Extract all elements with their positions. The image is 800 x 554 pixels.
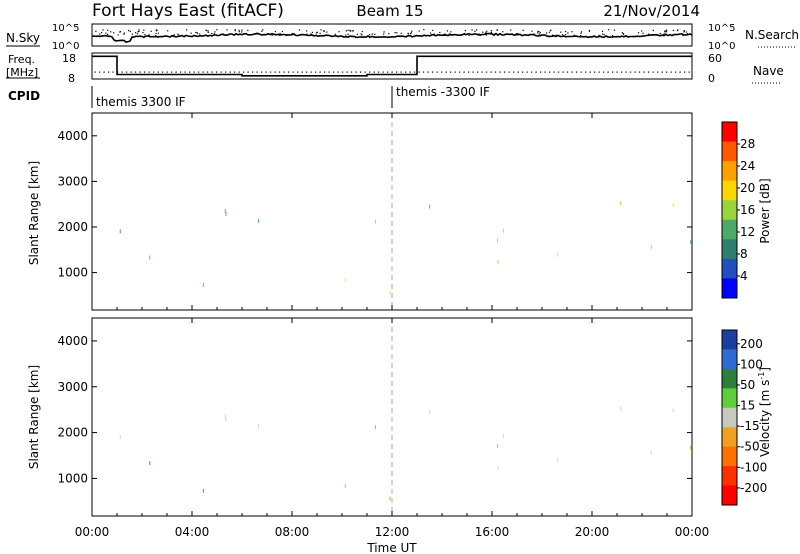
colorbar-swatch xyxy=(722,141,737,162)
colorbar-swatch xyxy=(722,239,737,260)
colorbar-swatch xyxy=(722,161,737,182)
colorbar-swatch xyxy=(722,180,737,201)
nsky-tick-top: 10^5 xyxy=(52,23,79,34)
nave-tick-top: 60 xyxy=(708,52,722,65)
freq-tick-top: 18 xyxy=(62,52,76,65)
nsky-tick-bottom: 10^0 xyxy=(52,41,79,52)
station-title: Fort Hays East (fitACF) xyxy=(92,1,284,21)
velocity-yaxis: 4000 3000 2000 1000 xyxy=(57,334,692,485)
velocity-cbar-label: Velocity [m s-1] xyxy=(757,367,772,457)
colorbar-tick: 24 xyxy=(740,159,755,173)
freq-label: Freq. xyxy=(8,53,35,66)
velocity-colorbar: 200 100 50 15 -15 -50 -100 -200 xyxy=(721,329,767,506)
colorbar-tick: -50 xyxy=(740,440,760,454)
velocity-ylabel: Slant Range [km] xyxy=(27,365,41,469)
nave-tick-bottom: 0 xyxy=(708,72,715,85)
colorbar-swatch xyxy=(722,219,737,240)
cpid-segment-2: themis -3300 IF xyxy=(396,85,490,99)
cpid-label: CPID xyxy=(8,89,40,103)
freq-panel-frame xyxy=(91,52,693,80)
y-tick-label: 1000 xyxy=(57,266,88,280)
colorbar-tick: 15 xyxy=(740,399,755,413)
y-tick-label: 3000 xyxy=(57,174,88,188)
date-title: 21/Nov/2014 xyxy=(603,2,700,20)
colorbar-tick: 100 xyxy=(740,357,763,371)
colorbar-swatch xyxy=(722,330,737,350)
colorbar-tick: -100 xyxy=(740,460,767,474)
x-tick-label: 08:00 xyxy=(275,525,310,539)
power-scatter xyxy=(119,201,692,295)
colorbar-tick: 200 xyxy=(740,337,763,351)
frequency-trace xyxy=(92,55,692,77)
colorbar-tick: 12 xyxy=(740,225,755,239)
colorbar-tick: 28 xyxy=(740,137,755,151)
y-tick-label: 4000 xyxy=(57,334,88,348)
cpid-segment-1: themis 3300 IF xyxy=(96,95,186,109)
x-tick-label: 20:00 xyxy=(575,525,610,539)
x-tick-label: 16:00 xyxy=(475,525,510,539)
colorbar-tick: 16 xyxy=(740,203,755,217)
nsky-label: N.Sky xyxy=(6,31,40,45)
xaxis-label: Time UT xyxy=(366,541,417,554)
nave-label: Nave xyxy=(753,64,784,78)
colorbar-swatch xyxy=(722,427,737,448)
colorbar-swatch xyxy=(722,466,737,487)
power-cbar-label: Power [dB] xyxy=(758,178,772,243)
y-tick-label: 1000 xyxy=(57,471,88,485)
velocity-scatter xyxy=(119,406,692,501)
nsearch-tick-top: 10^5 xyxy=(708,23,735,34)
y-tick-label: 2000 xyxy=(57,426,88,440)
y-tick-label: 2000 xyxy=(57,220,88,234)
colorbar-swatch xyxy=(722,388,737,409)
x-tick-label: 12:00 xyxy=(375,525,410,539)
y-tick-label: 4000 xyxy=(57,129,88,143)
colorbar-swatch xyxy=(722,407,737,428)
colorbar-tick: 4 xyxy=(740,269,748,283)
power-yaxis: 4000 3000 2000 1000 xyxy=(57,129,692,280)
freq-unit-label: [MHz] xyxy=(6,66,38,79)
x-tick-label: 04:00 xyxy=(175,525,210,539)
power-ylabel: Slant Range [km] xyxy=(27,161,41,265)
colorbar-swatch xyxy=(722,349,737,370)
nsearch-label: N.Search xyxy=(745,28,799,42)
colorbar-tick: -200 xyxy=(740,481,767,495)
colorbar-swatch xyxy=(722,368,737,389)
colorbar-swatch xyxy=(722,446,737,467)
nsky-trace xyxy=(91,32,693,44)
colorbar-tick: 50 xyxy=(740,378,755,392)
time-axis: 00:00 04:00 08:00 12:00 16:00 20:00 00:00 xyxy=(75,113,710,539)
beam-title: Beam 15 xyxy=(356,2,423,20)
colorbar-swatch xyxy=(722,122,737,143)
y-tick-label: 3000 xyxy=(57,380,88,394)
colorbar-tick: -15 xyxy=(740,419,760,433)
x-tick-label: 00:00 xyxy=(675,525,710,539)
colorbar-swatch xyxy=(722,278,737,299)
x-tick-label: 00:00 xyxy=(75,525,110,539)
power-colorbar: 28 24 20 16 12 8 4 xyxy=(721,121,755,299)
freq-tick-bottom: 8 xyxy=(68,72,75,85)
nave-trace xyxy=(94,71,690,73)
nsearch-trace xyxy=(95,29,688,37)
colorbar-swatch xyxy=(722,258,737,279)
colorbar-swatch xyxy=(722,200,737,221)
colorbar-tick: 8 xyxy=(740,247,748,261)
colorbar-swatch xyxy=(722,485,737,506)
colorbar-tick: 20 xyxy=(740,181,755,195)
nsearch-tick-bottom: 10^0 xyxy=(708,41,735,52)
